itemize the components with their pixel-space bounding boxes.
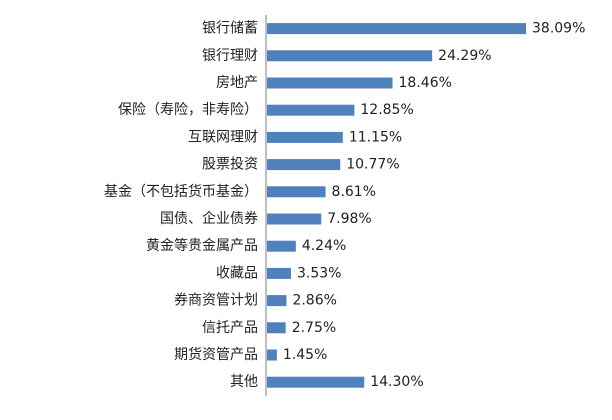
value-label: 3.53% bbox=[297, 265, 341, 281]
bar bbox=[267, 50, 433, 62]
category-label: 其他 bbox=[230, 374, 258, 390]
value-label: 14.30% bbox=[370, 374, 423, 390]
category-label: 互联网理财 bbox=[188, 129, 258, 145]
bar bbox=[267, 159, 341, 171]
bar bbox=[267, 131, 343, 143]
bar bbox=[267, 104, 355, 116]
bar bbox=[267, 295, 287, 307]
value-label: 12.85% bbox=[360, 102, 413, 118]
category-label: 保险（寿险，非寿险） bbox=[118, 101, 258, 118]
value-label: 7.98% bbox=[327, 211, 371, 227]
category-label: 国债、企业债券 bbox=[160, 210, 258, 227]
category-label: 房地产 bbox=[216, 75, 258, 91]
bar bbox=[267, 376, 365, 388]
category-label: 期货资管产品 bbox=[174, 346, 258, 363]
bar bbox=[267, 213, 322, 225]
value-label: 24.29% bbox=[438, 48, 491, 64]
bar bbox=[267, 349, 277, 361]
bar bbox=[267, 23, 527, 35]
value-label: 11.15% bbox=[349, 129, 402, 145]
category-label: 券商资管计划 bbox=[174, 293, 258, 309]
category-label: 收藏品 bbox=[216, 265, 258, 281]
value-label: 8.61% bbox=[332, 184, 376, 200]
value-label: 2.86% bbox=[292, 293, 336, 309]
value-label: 10.77% bbox=[346, 157, 399, 173]
bar bbox=[267, 240, 296, 252]
value-label: 4.24% bbox=[302, 238, 346, 254]
bar bbox=[267, 267, 292, 279]
category-label: 基金（不包括货币基金） bbox=[104, 183, 258, 200]
bars bbox=[267, 23, 527, 388]
value-label: 38.09% bbox=[532, 21, 585, 37]
value-labels: 38.09% 24.29% 18.46% 12.85% 11.15% 10.77% 8.61… bbox=[283, 21, 586, 391]
value-label: 18.46% bbox=[399, 75, 452, 91]
category-label: 信托产品 bbox=[202, 320, 258, 336]
category-label: 黄金等贵金属产品 bbox=[146, 237, 258, 254]
value-label: 1.45% bbox=[283, 347, 327, 363]
category-label: 股票投资 bbox=[202, 157, 258, 173]
category-label: 银行理财 bbox=[202, 48, 258, 64]
category-label: 银行储蓄 bbox=[202, 21, 258, 37]
value-label: 2.75% bbox=[292, 320, 336, 336]
bar bbox=[267, 322, 286, 334]
bar bbox=[267, 77, 393, 89]
bar bbox=[267, 186, 326, 198]
